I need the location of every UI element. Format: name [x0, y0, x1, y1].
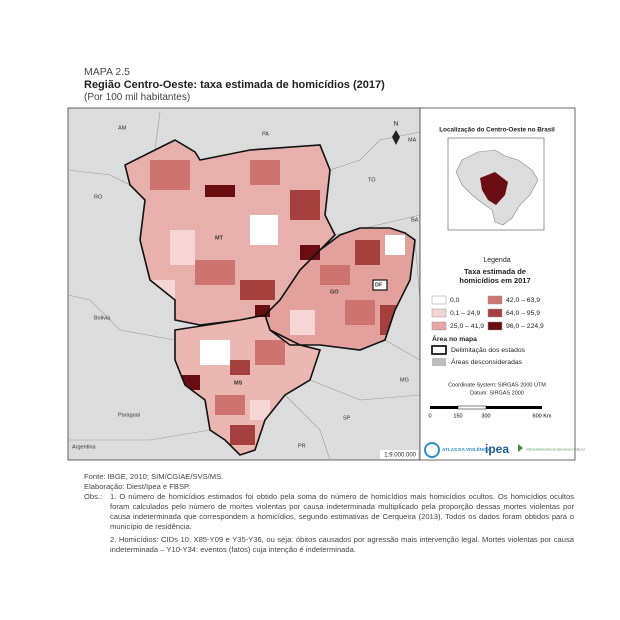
legend-title: Legenda — [483, 257, 510, 264]
map-label: Argentina — [72, 444, 96, 450]
footer: Fonte: IBGE, 2010; SIM/CGIAE/SVS/MS. Ela… — [84, 472, 574, 558]
map-number: MAPA 2.5 — [84, 66, 130, 78]
note: 1. O número de homicídios estimados foi … — [110, 492, 574, 531]
legend-subtitle: Taxa estimada de homicídios em 2017 — [459, 267, 531, 285]
map-label: RO — [94, 194, 103, 200]
map-title: Região Centro-Oeste: taxa estimada de ho… — [84, 79, 385, 91]
obs-label: Obs.: — [84, 492, 103, 501]
scale-label: 300 — [481, 413, 490, 419]
logo-atlas-icon — [424, 442, 440, 458]
map-label: MS — [234, 380, 243, 386]
scale-ratio: 1:9.000.000 — [384, 453, 416, 459]
inset-title: Localização do Centro-Oeste no Brasil — [439, 127, 555, 134]
header: MAPA 2.5 Região Centro-Oeste: taxa estim… — [84, 66, 544, 103]
logo-fbsp: FÓRUM BRASILEIRO DE SEGURANÇA PÚBLICA — [526, 447, 585, 452]
legend-border-swatch — [431, 345, 447, 355]
legend-excluded-label: Áreas desconsideradas — [451, 357, 523, 366]
note: 2. Homicídios: CIDs 10: X85-Y09 e Y35-Y3… — [110, 535, 574, 554]
scale-label: 150 — [453, 413, 462, 419]
legend-swatch — [431, 295, 447, 305]
map-label: PA — [262, 131, 269, 137]
scale-label: 600 Km — [533, 413, 552, 419]
map-label: MA — [408, 137, 417, 143]
source: Fonte: IBGE, 2010; SIM/CGIAE/SVS/MS. — [84, 472, 224, 481]
legend-swatch — [487, 308, 503, 318]
neighbour-borders — [67, 111, 421, 461]
map-label: MT — [215, 235, 224, 241]
legend-label: 0,0 — [450, 297, 460, 304]
legend-border-label: Delimitação dos estados — [451, 347, 526, 354]
logo-ipea: ipea — [485, 442, 509, 456]
map-label: MG — [400, 377, 409, 383]
map-label: BA — [411, 217, 419, 223]
legend-swatch — [431, 321, 447, 331]
legend-label: 96,0 – 224,9 — [506, 323, 544, 330]
legend-label: 42,0 – 63,9 — [506, 297, 540, 304]
map-label: SP — [343, 415, 351, 421]
notes-list: 1. O número de homicídios estimados foi … — [110, 492, 574, 558]
logo-atlas: ATLAS DA VIOLÊNCIA — [442, 445, 492, 452]
inset-region — [480, 172, 508, 205]
legend-label: 0,1 – 24,9 — [450, 310, 480, 317]
logo-fbsp-icon — [518, 444, 523, 452]
df-box — [372, 279, 388, 291]
scale-bar: 0 150 300 600 Km — [428, 405, 552, 419]
scale-segment — [457, 405, 487, 410]
map-figure: AM PA MA RO TO BA MT GO DF MS Bolivia Pa… — [67, 107, 585, 461]
map-label: Paraguai — [118, 412, 140, 418]
scale-box — [380, 450, 418, 459]
map-label: TO — [368, 177, 376, 183]
map-label: Bolivia — [94, 315, 111, 321]
map-label: AM — [118, 125, 127, 131]
coordinate-system: Coordinate System: SIRGAS 2000 UTM — [448, 382, 546, 388]
legend-swatch — [487, 321, 503, 331]
datum: Datum: SIRGAS 2000 — [470, 390, 524, 396]
notes: Obs.: 1. O número de homicídios estimado… — [84, 492, 574, 558]
legend-label: 64,0 – 95,9 — [506, 310, 540, 317]
map-label: PR — [298, 443, 306, 449]
scale-segment — [430, 406, 458, 409]
credits: Elaboração: Diest/Ipea e FBSP. — [84, 482, 191, 491]
scale-segment — [486, 406, 542, 409]
legend-label: 25,0 – 41,9 — [450, 323, 484, 330]
north-label: N — [394, 121, 399, 128]
legend-excluded-swatch — [432, 358, 446, 366]
map-label: GO — [330, 289, 339, 295]
legend-swatch — [487, 295, 503, 305]
map-subtitle: (Por 100 mil habitantes) — [84, 92, 191, 103]
map-label: DF — [375, 282, 383, 288]
municipalities — [150, 160, 405, 445]
state-borders — [124, 139, 416, 456]
logos: ATLAS DA VIOLÊNCIA ipea FÓRUM BRASILEIRO… — [424, 442, 585, 458]
scale-label: 0 — [428, 413, 431, 419]
map-labels: AM PA MA RO TO BA MT GO DF MS Bolivia Pa… — [72, 125, 419, 450]
legend-area-title: Área no mapa — [432, 334, 477, 343]
legend-classes: 0,0 0,1 – 24,9 25,0 – 41,9 42,0 – 63,9 64,0 … — [431, 295, 544, 331]
legend-swatch — [431, 308, 447, 318]
north-arrow — [392, 130, 400, 145]
